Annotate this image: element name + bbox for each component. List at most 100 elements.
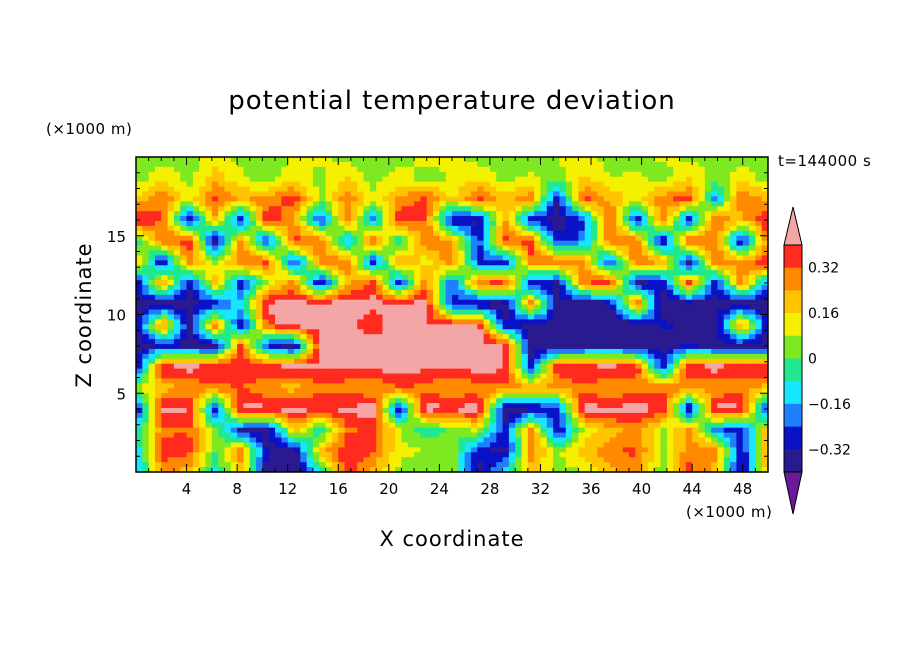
heatmap-cell	[711, 265, 719, 271]
heatmap-cell	[344, 176, 352, 183]
heatmap-cell	[224, 186, 232, 193]
heatmap-cell	[369, 294, 377, 301]
heatmap-cell	[433, 240, 440, 247]
heatmap-cell	[559, 324, 567, 330]
heatmap-cell	[186, 344, 194, 350]
heatmap-cell	[692, 166, 700, 173]
heatmap-cell	[414, 201, 421, 207]
heatmap-cell	[281, 275, 289, 281]
heatmap-cell	[749, 383, 756, 389]
heatmap-cell	[325, 157, 333, 163]
heatmap-cell	[426, 260, 434, 266]
heatmap-cell	[717, 339, 725, 345]
heatmap-cell	[376, 289, 384, 296]
heatmap-cell	[692, 324, 700, 330]
heatmap-cell	[148, 319, 156, 325]
heatmap-cell	[395, 235, 403, 242]
heatmap-cell	[199, 373, 207, 380]
heatmap-cell	[294, 280, 301, 286]
heatmap-cell	[647, 265, 655, 271]
heatmap-cell	[136, 166, 143, 173]
heatmap-cell	[445, 230, 453, 237]
heatmap-cell	[692, 225, 700, 232]
heatmap-cell	[376, 388, 384, 394]
heatmap-cell	[420, 240, 428, 247]
heatmap-cell	[287, 275, 295, 281]
heatmap-cell	[698, 230, 706, 237]
heatmap-cell	[711, 196, 719, 202]
heatmap-cell	[761, 255, 768, 261]
heatmap-cell	[369, 329, 377, 335]
heatmap-cell	[388, 363, 396, 370]
heatmap-cell	[647, 373, 655, 380]
heatmap-cell	[433, 211, 440, 217]
heatmap-cell	[224, 329, 232, 335]
heatmap-cell	[249, 284, 257, 291]
heatmap-cell	[711, 220, 719, 227]
heatmap-cell	[205, 196, 213, 202]
heatmap-cell	[723, 309, 731, 316]
heatmap-cell	[199, 329, 207, 335]
heatmap-cell	[736, 309, 744, 316]
heatmap-cell	[249, 353, 257, 360]
heatmap-cell	[369, 344, 377, 350]
heatmap-cell	[401, 289, 409, 296]
heatmap-cell	[477, 348, 485, 355]
heatmap-cell	[496, 166, 504, 173]
heatmap-cell	[508, 191, 516, 197]
heatmap-cell	[477, 309, 485, 316]
heatmap-cell	[508, 196, 516, 202]
heatmap-cell	[211, 329, 219, 335]
heatmap-cell	[395, 388, 403, 394]
heatmap-cell	[199, 171, 207, 178]
heatmap-cell	[666, 191, 674, 197]
heatmap-cell	[597, 220, 605, 227]
heatmap-cell	[376, 378, 384, 384]
heatmap-cell	[281, 191, 289, 197]
heatmap-cell	[591, 250, 598, 257]
heatmap-cell	[249, 334, 257, 340]
heatmap-cell	[211, 166, 219, 173]
heatmap-cell	[717, 250, 725, 257]
heatmap-cell	[350, 201, 358, 207]
heatmap-cell	[483, 388, 491, 394]
heatmap-cell	[154, 191, 162, 197]
heatmap-cell	[521, 319, 529, 325]
heatmap-cell	[698, 294, 706, 301]
heatmap-cell	[281, 388, 289, 394]
heatmap-cell	[660, 255, 668, 261]
heatmap-cell	[496, 270, 504, 276]
heatmap-cell	[489, 166, 497, 173]
heatmap-cell	[635, 388, 643, 394]
heatmap-cell	[679, 309, 687, 316]
heatmap-cell	[761, 206, 768, 212]
heatmap-cell	[641, 255, 649, 261]
heatmap-cell	[578, 393, 586, 399]
heatmap-cell	[647, 289, 655, 296]
heatmap-cell	[584, 348, 592, 355]
heatmap-cell	[578, 157, 586, 163]
heatmap-cell	[287, 191, 295, 197]
heatmap-cell	[521, 309, 529, 316]
heatmap-cell	[477, 176, 485, 183]
heatmap-cell	[180, 289, 188, 296]
heatmap-cell	[180, 230, 188, 237]
heatmap-cell	[173, 250, 181, 257]
heatmap-cell	[521, 324, 529, 330]
heatmap-cell	[161, 191, 169, 197]
heatmap-cell	[496, 284, 504, 291]
heatmap-cell	[673, 216, 681, 222]
heatmap-cell	[407, 270, 415, 276]
heatmap-cell	[262, 206, 270, 212]
heatmap-cell	[761, 383, 768, 389]
heatmap-cell	[136, 157, 143, 163]
heatmap-cell	[142, 225, 150, 232]
heatmap-cell	[401, 294, 409, 301]
heatmap-cell	[610, 339, 617, 345]
heatmap-cell	[268, 211, 276, 217]
heatmap-cell	[319, 378, 327, 384]
heatmap-cell	[742, 373, 750, 380]
heatmap-cell	[369, 211, 377, 217]
heatmap-cell	[666, 348, 674, 355]
heatmap-cell	[294, 206, 301, 212]
